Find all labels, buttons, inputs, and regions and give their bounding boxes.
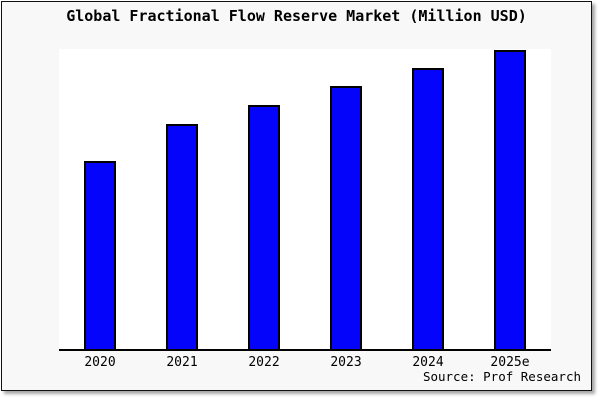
x-tick-label-2023: 2023	[330, 355, 362, 370]
bar-2022	[248, 105, 280, 349]
x-tick-label-2022: 2022	[248, 355, 280, 370]
bar-2025e	[494, 50, 526, 349]
source-credit: Source: Prof Research	[422, 369, 581, 384]
bar-2024	[412, 68, 444, 349]
x-axis-labels: 2020 2021 2022 2023 2024 2025e	[59, 355, 551, 371]
bar-2020	[84, 161, 116, 349]
x-tick-label-2025e: 2025e	[490, 355, 530, 370]
chart-title: Global Fractional Flow Reserve Market (M…	[66, 7, 527, 25]
x-tick-label-2020: 2020	[84, 355, 116, 370]
plot-area	[59, 49, 551, 351]
bar-2021	[166, 124, 198, 349]
bar-2023	[330, 86, 362, 349]
x-tick-label-2021: 2021	[166, 355, 198, 370]
chart-card: Global Fractional Flow Reserve Market (M…	[1, 1, 592, 391]
x-tick-label-2024: 2024	[412, 355, 444, 370]
